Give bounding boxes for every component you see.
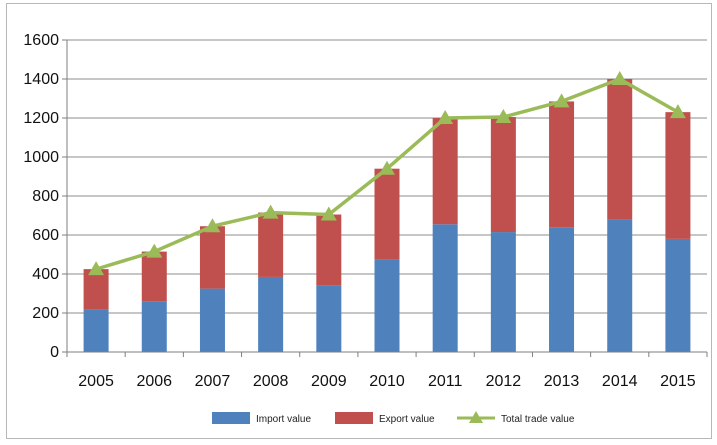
y-tick-label: 400	[32, 266, 59, 283]
bar-import	[607, 219, 633, 352]
x-tick-label: 2008	[253, 373, 289, 390]
x-tick-label: 2010	[369, 373, 405, 390]
legend-marker-total	[469, 411, 483, 423]
x-tick-label: 2005	[78, 373, 114, 390]
total-trade-marker	[262, 204, 279, 219]
x-tick-label: 2011	[428, 373, 463, 390]
bar-import	[665, 238, 691, 352]
bar-import	[83, 309, 109, 352]
x-tick-label: 2015	[660, 373, 696, 390]
axes	[62, 39, 708, 357]
y-tick-label: 1000	[23, 149, 59, 166]
x-tick-label: 2007	[195, 373, 231, 390]
bar-export	[374, 168, 400, 260]
legend-label-total: Total trade value	[501, 414, 575, 425]
total-trade-marker	[204, 218, 221, 233]
x-tick-label: 2013	[544, 373, 580, 390]
y-tick-label: 200	[32, 305, 59, 322]
total-trade-marker	[495, 109, 512, 124]
y-tick-label: 1400	[23, 71, 59, 88]
y-tick-label: 600	[32, 227, 59, 244]
bar-export	[141, 251, 167, 302]
y-tick-label: 1600	[23, 32, 59, 49]
bar-export	[607, 79, 633, 220]
bar-import	[316, 285, 342, 352]
total-trade-marker	[553, 93, 570, 108]
bar-export	[83, 269, 109, 310]
line-series	[88, 71, 686, 276]
total-trade-marker	[611, 71, 628, 85]
bar-export	[199, 226, 225, 289]
total-trade-marker	[146, 243, 163, 258]
legend-swatch	[335, 412, 373, 424]
total-trade-marker	[669, 104, 686, 119]
bar-import	[549, 227, 575, 352]
legend-label: Import value	[256, 414, 311, 425]
y-tick-label: 800	[32, 188, 59, 205]
x-tick-label: 2006	[136, 373, 172, 390]
bar-series	[83, 79, 691, 352]
total-trade-marker	[379, 160, 395, 175]
bar-import	[374, 259, 400, 352]
bar-import	[199, 288, 225, 352]
legend-swatch	[212, 412, 250, 424]
bar-import	[141, 301, 167, 352]
y-tick-label: 1200	[23, 110, 59, 127]
bar-import	[258, 276, 284, 352]
total-trade-marker	[437, 110, 454, 124]
x-tick-label: 2009	[311, 373, 347, 390]
total-trade-marker	[88, 261, 105, 276]
bar-export	[316, 214, 342, 286]
x-axis-ticks: 2005 2006 2007 2008 2009 2010 2011 2012 2013 2014…	[78, 373, 696, 390]
legend: Import value Export value Total trade valu…	[212, 411, 575, 425]
bar-export	[490, 117, 516, 233]
y-tick-label: 0	[50, 344, 59, 361]
x-tick-label: 2014	[602, 373, 638, 390]
bar-export	[432, 118, 458, 225]
legend-label: Export value	[379, 414, 435, 425]
chart-frame: 0 200 400 600 800 1000 1200 1400 1600 2005 2006 20…	[6, 3, 712, 439]
bar-import	[490, 232, 516, 352]
bar-export	[258, 212, 284, 277]
y-axis-ticks: 0 200 400 600 800 1000 1200 1400 1600	[23, 32, 59, 361]
x-tick-label: 2012	[486, 373, 522, 390]
bar-export	[549, 101, 575, 228]
bar-export	[665, 112, 691, 239]
bar-import	[432, 224, 458, 352]
total-trade-marker	[320, 206, 337, 221]
